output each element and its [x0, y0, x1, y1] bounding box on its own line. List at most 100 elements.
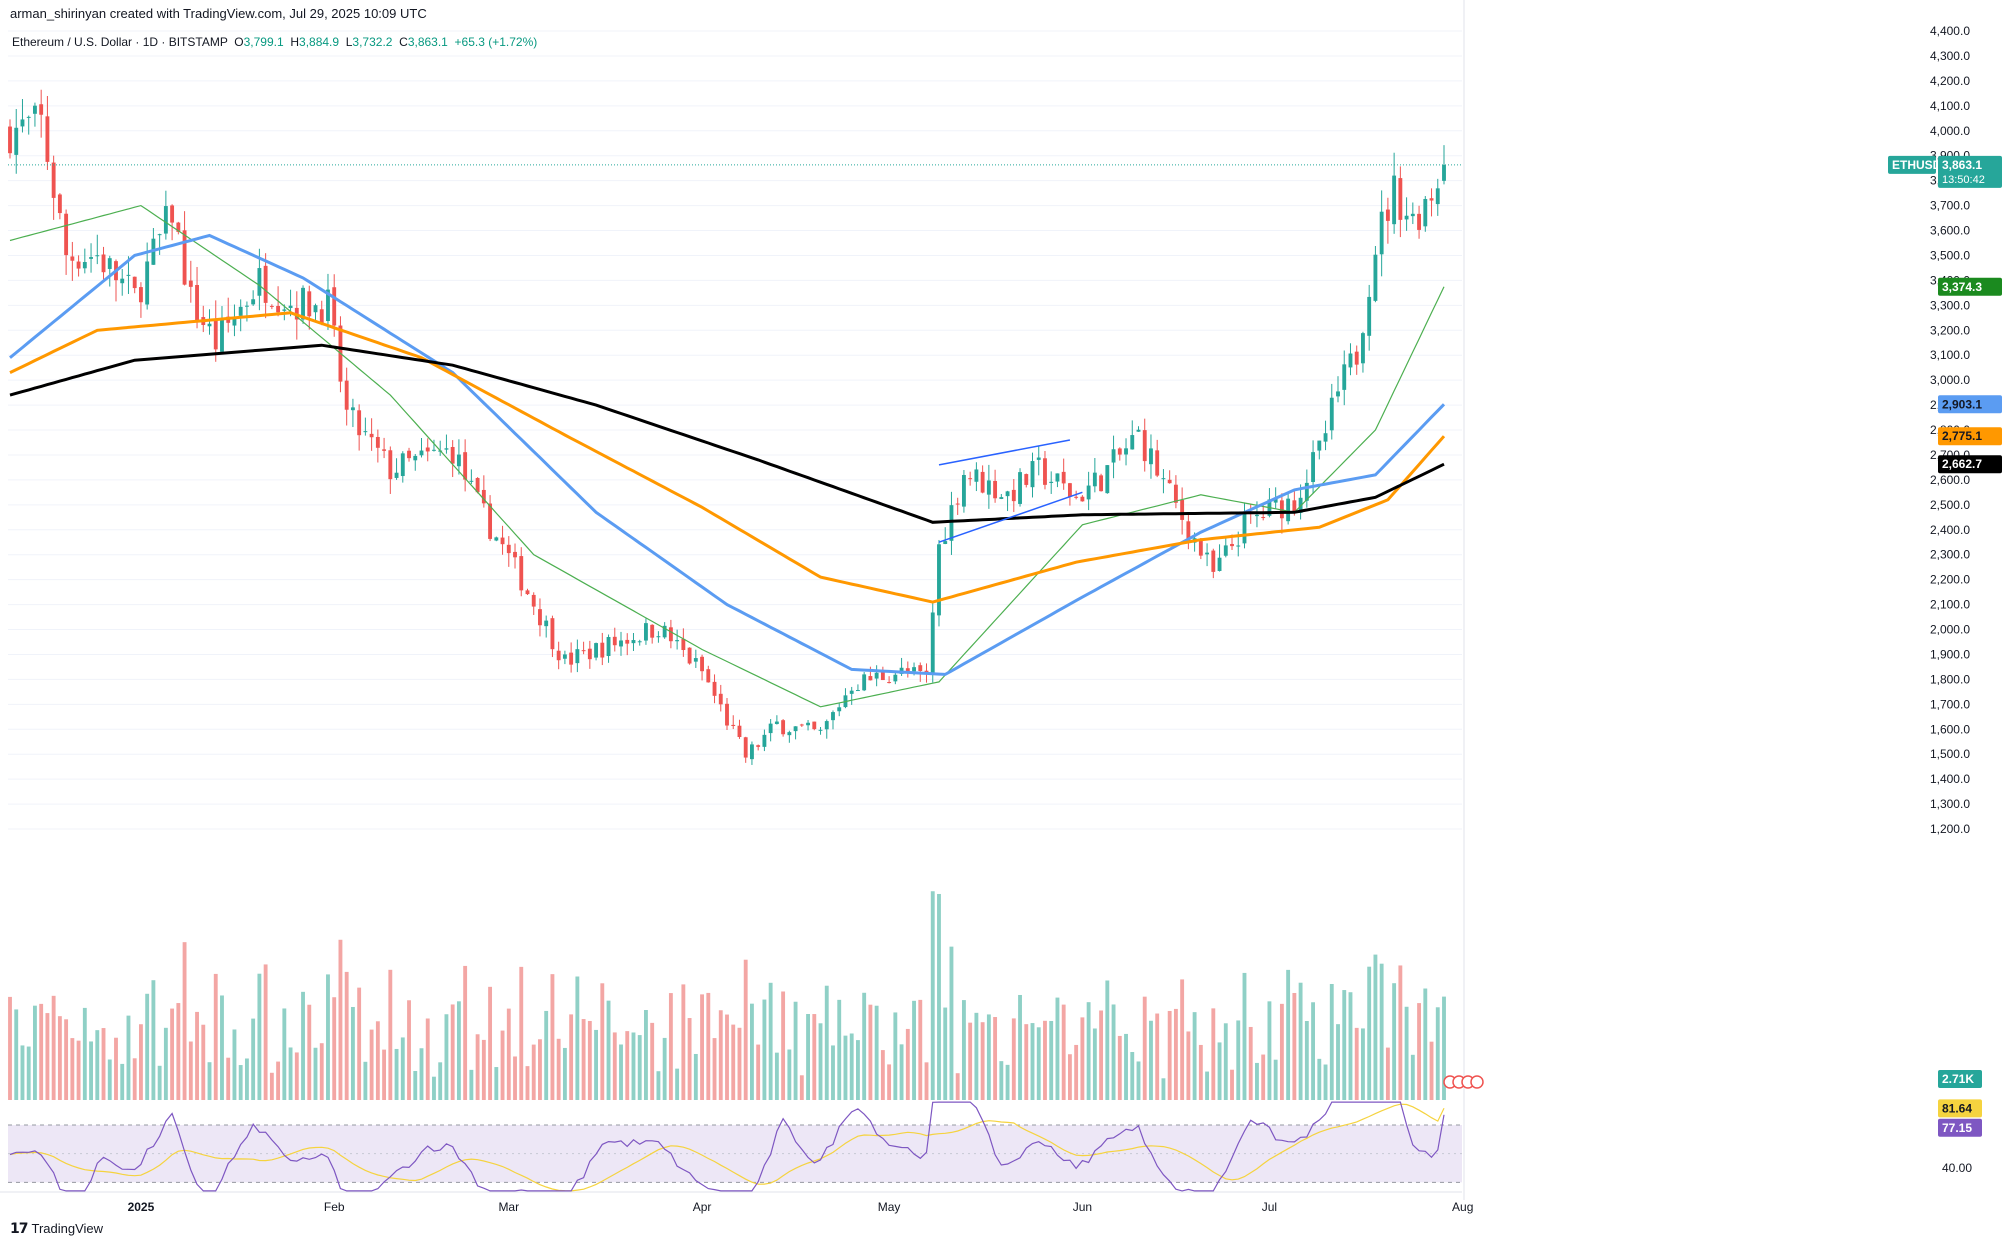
volume-bar: [1286, 969, 1291, 1100]
candle-body: [14, 127, 19, 155]
candle-body: [1292, 500, 1297, 512]
candle-body: [1242, 513, 1247, 544]
volume-bar: [126, 1015, 131, 1100]
volume-bar: [444, 1014, 449, 1100]
candle-body: [637, 641, 642, 643]
volume-bar: [1336, 1024, 1340, 1100]
volume-bar: [1043, 1020, 1047, 1100]
symbol-tag: ETHUSD: [1892, 158, 1942, 172]
candle-body: [1186, 521, 1191, 542]
volume-bar: [238, 1065, 243, 1100]
candle-body: [799, 724, 804, 726]
ma-tag-bg: [1938, 277, 2002, 296]
candle-body: [76, 261, 81, 269]
volume-bar: [207, 1062, 212, 1100]
volume-bar: [70, 1038, 75, 1100]
volume-bar: [95, 1030, 100, 1100]
candle-body: [1361, 333, 1365, 364]
volume-bar: [912, 1000, 916, 1100]
volume-bar: [1317, 1058, 1322, 1100]
volume-bar: [319, 1043, 324, 1100]
candle-body: [768, 723, 773, 734]
volume-bar: [163, 1027, 168, 1100]
volume-bar: [924, 1062, 929, 1100]
volume-bar: [344, 971, 349, 1100]
candle-body: [1005, 491, 1010, 497]
candle-body: [1030, 461, 1035, 488]
candle-body: [1336, 391, 1340, 397]
rsi-axis-label: 40.00: [1942, 1161, 1972, 1175]
candle-body: [787, 732, 792, 736]
rsi-tag-value: 77.15: [1942, 1121, 1972, 1135]
rsi-tag-bg: [1938, 1118, 1982, 1137]
volume-tag-value: 2.71K: [1942, 1072, 1974, 1086]
candle-body: [450, 446, 455, 464]
y-tick-label: 2,200.0: [1930, 573, 1970, 587]
symbol-name[interactable]: Ethereum / U.S. Dollar · 1D · BITSTAMP: [12, 35, 228, 49]
candle-body: [1105, 465, 1110, 494]
candle-body: [1311, 452, 1316, 483]
volume-bar: [675, 1068, 680, 1100]
candle-body: [544, 620, 549, 627]
candle-body: [743, 737, 748, 758]
candle-body: [307, 291, 312, 317]
candle-body: [700, 656, 704, 672]
ma-tag-value: 3,374.3: [1942, 280, 1982, 294]
volume-bar: [14, 1009, 19, 1100]
brand-label: TradingView: [31, 1221, 104, 1236]
ma-tag-value: 2,662.7: [1942, 457, 1982, 471]
candle-body: [369, 433, 374, 438]
candle-body: [912, 667, 916, 672]
volume-bar: [974, 1012, 979, 1100]
candle-body: [1379, 211, 1384, 255]
y-tick-label: 1,400.0: [1930, 772, 1970, 786]
candle-body: [251, 299, 256, 305]
volume-bar: [282, 1008, 287, 1100]
candle-body: [481, 489, 486, 504]
volume-bar: [668, 993, 673, 1100]
volume-bar: [438, 1062, 443, 1100]
x-tick-label: Feb: [324, 1200, 345, 1214]
volume-bar: [693, 1053, 698, 1100]
volume-bar: [893, 1012, 898, 1100]
candle-body: [506, 544, 511, 554]
volume-bar: [1030, 1023, 1035, 1100]
volume-bar: [1255, 1062, 1259, 1100]
volume-bar: [1111, 1004, 1116, 1100]
candle-body: [33, 105, 37, 114]
volume-bar: [930, 891, 935, 1100]
volume-bar: [51, 995, 56, 1100]
volume-bar: [874, 1005, 879, 1100]
candle-body: [1398, 178, 1403, 220]
time-axis: 2025 Feb Mar Apr May Jun Jul Aug: [0, 1191, 1473, 1214]
candle-body: [831, 712, 835, 721]
volume-bar: [743, 959, 748, 1100]
volume-bar: [1242, 972, 1247, 1100]
candle-body: [587, 648, 592, 660]
volume-bar: [269, 1072, 274, 1100]
candle-body: [301, 287, 305, 320]
volume-bar: [1080, 1017, 1085, 1100]
candle-body: [1211, 550, 1216, 572]
candle-body: [456, 454, 461, 467]
candle-body: [188, 280, 193, 287]
candle-body: [837, 707, 842, 712]
volume-bar: [39, 1003, 44, 1100]
volume-bar: [1429, 1041, 1434, 1100]
candle-body: [288, 305, 293, 309]
candle-body: [1018, 472, 1022, 504]
candle-body: [257, 268, 262, 296]
tradingview-brand[interactable]: 𝟭𝟳 TradingView: [10, 1220, 103, 1237]
candle-body: [344, 380, 349, 410]
candle-body: [1230, 543, 1234, 547]
candle-body: [937, 544, 941, 616]
candle-body: [1385, 209, 1390, 221]
candle-body: [1024, 474, 1029, 485]
candle-body: [319, 309, 324, 324]
y-tick-label: 3,600.0: [1930, 224, 1970, 238]
volume-bar: [1404, 1006, 1409, 1100]
volume-bar: [1161, 1078, 1166, 1100]
volume-bar: [706, 992, 711, 1100]
volume-bar: [1167, 1010, 1172, 1100]
